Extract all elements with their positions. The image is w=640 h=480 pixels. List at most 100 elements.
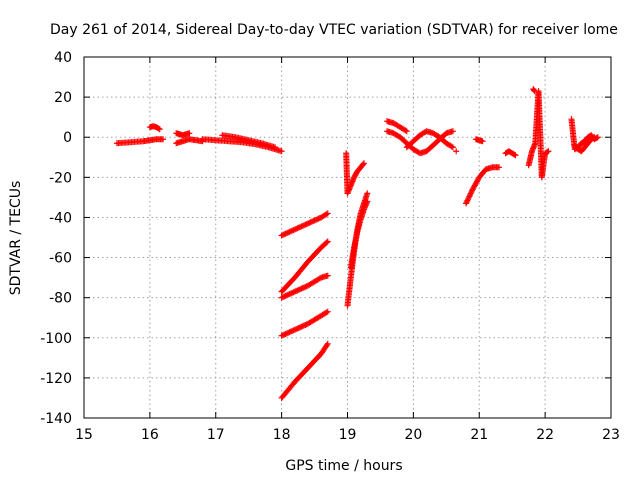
- data-point: [293, 326, 300, 333]
- data-point: [302, 321, 309, 328]
- data-point: [314, 216, 321, 223]
- x-tick-label: 22: [536, 427, 554, 443]
- data-point: [323, 211, 330, 218]
- data-point: [279, 294, 286, 301]
- y-tick-label: -20: [49, 170, 72, 186]
- y-tick-label: -40: [49, 210, 72, 226]
- data-point: [364, 190, 371, 197]
- data-point: [324, 340, 331, 347]
- data-point: [294, 225, 301, 232]
- data-point: [306, 219, 313, 226]
- y-tick-label: -80: [49, 291, 72, 307]
- data-point: [272, 144, 279, 151]
- x-axis-label: GPS time / hours: [285, 458, 402, 474]
- series-0: [113, 136, 167, 147]
- x-tick-label: 23: [602, 427, 620, 443]
- data-point: [278, 332, 285, 339]
- data-point: [282, 292, 289, 299]
- data-point: [286, 228, 293, 235]
- y-tick-label: 20: [54, 90, 72, 106]
- x-tick-label: 19: [339, 427, 357, 443]
- data-point: [287, 328, 294, 335]
- data-point: [449, 144, 456, 151]
- plot-frame: [83, 56, 612, 419]
- series-8: [278, 272, 331, 301]
- series-3: [173, 130, 193, 139]
- series-22: [530, 86, 538, 95]
- data-point: [295, 286, 302, 293]
- data-point: [282, 230, 289, 237]
- data-point: [278, 294, 285, 301]
- data-marks: [113, 86, 601, 401]
- data-point: [307, 219, 314, 226]
- data-point: [293, 288, 300, 295]
- data-point: [531, 88, 538, 95]
- data-point: [299, 285, 306, 292]
- data-point: [360, 161, 367, 168]
- data-point: [308, 218, 315, 225]
- data-point: [291, 326, 298, 333]
- data-point: [323, 239, 330, 246]
- series-2: [173, 136, 206, 147]
- data-point: [303, 221, 310, 228]
- data-point: [512, 152, 519, 159]
- data-point: [324, 308, 331, 315]
- x-tick-label: 18: [273, 427, 291, 443]
- data-point: [294, 325, 301, 332]
- series-10: [278, 340, 331, 401]
- data-point: [156, 126, 163, 133]
- data-point: [302, 221, 309, 228]
- data-point: [291, 288, 298, 295]
- chart-title: Day 261 of 2014, Sidereal Day-to-day VTE…: [50, 22, 618, 38]
- data-point: [286, 291, 293, 298]
- y-tick-label: 0: [63, 130, 72, 146]
- data-point: [496, 164, 503, 171]
- data-point: [297, 224, 304, 231]
- data-point: [544, 148, 551, 155]
- data-point: [289, 227, 296, 234]
- data-point: [324, 238, 331, 245]
- series-14: [384, 118, 410, 135]
- data-point: [324, 272, 331, 279]
- data-point: [448, 143, 455, 150]
- data-point: [298, 285, 305, 292]
- series-20: [502, 148, 519, 159]
- data-point: [310, 218, 317, 225]
- x-tick-label: 20: [404, 427, 422, 443]
- data-point: [298, 223, 305, 230]
- series-16: [403, 128, 456, 151]
- data-point: [304, 220, 311, 227]
- data-point: [479, 138, 486, 145]
- series-18: [463, 164, 503, 207]
- data-point: [323, 342, 330, 349]
- data-point: [311, 217, 318, 224]
- data-point: [295, 224, 302, 231]
- data-point: [279, 231, 286, 238]
- data-point: [591, 134, 598, 141]
- x-tick-label: 16: [141, 427, 159, 443]
- grid: [84, 57, 611, 418]
- data-point: [293, 225, 300, 232]
- data-point: [285, 291, 292, 298]
- y-tick-label: -140: [40, 411, 72, 427]
- data-point: [291, 226, 298, 233]
- data-point: [324, 210, 331, 217]
- data-point: [287, 228, 294, 235]
- data-point: [286, 329, 293, 336]
- series-19: [472, 136, 486, 145]
- series-11: [343, 150, 367, 197]
- data-point: [403, 128, 410, 135]
- data-point: [590, 134, 597, 141]
- data-point: [281, 293, 288, 300]
- data-point: [511, 151, 518, 158]
- series-13: [347, 198, 371, 271]
- data-point: [281, 231, 288, 238]
- data-point: [289, 327, 296, 334]
- series-24: [571, 134, 598, 155]
- data-point: [312, 216, 319, 223]
- y-tick-label: -60: [49, 251, 72, 267]
- y-tick-label: -100: [40, 331, 72, 347]
- data-point: [285, 329, 292, 336]
- data-point: [530, 87, 537, 94]
